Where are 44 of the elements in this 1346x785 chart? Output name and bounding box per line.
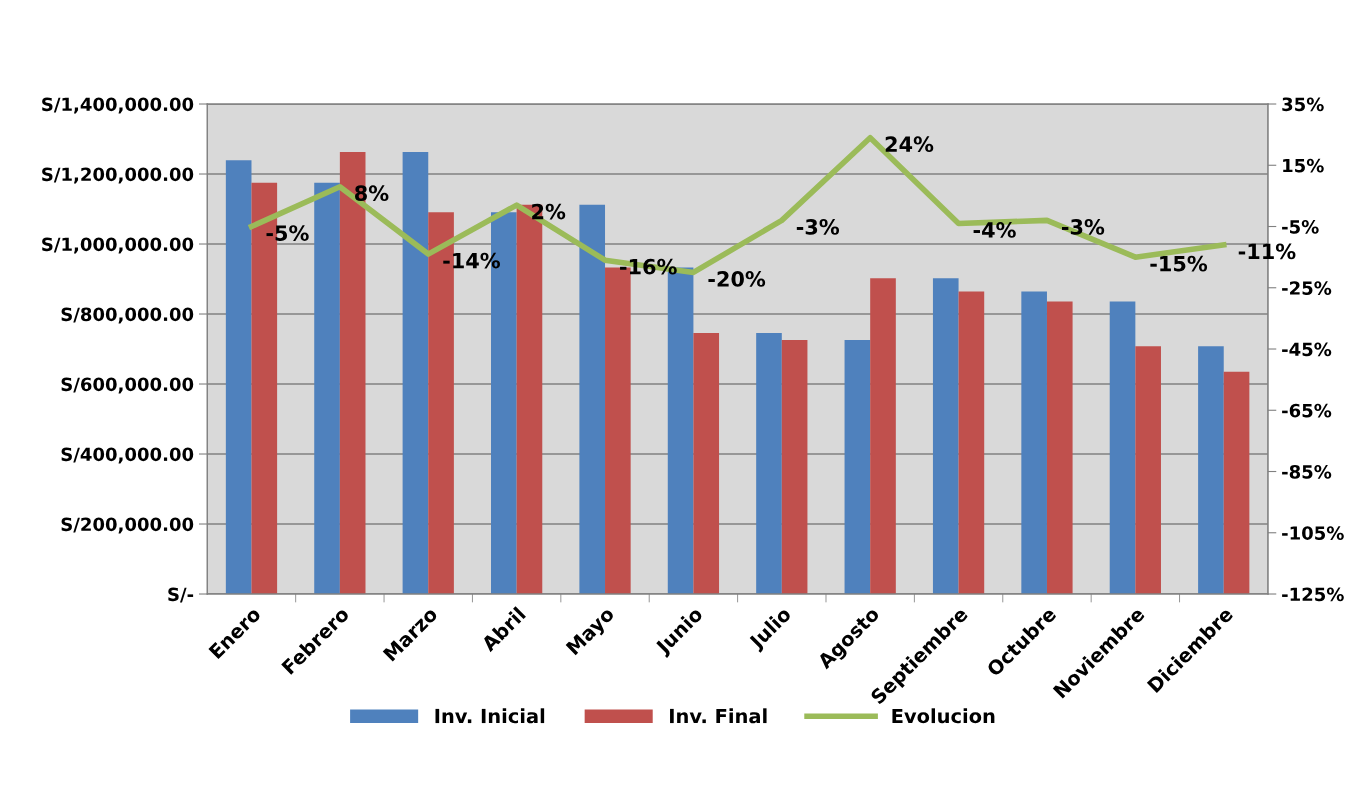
legend-label: Inv. Inicial	[435, 708, 545, 724]
y2-tick-label: -25%	[1282, 281, 1332, 295]
bar	[314, 182, 340, 595]
bar	[1223, 371, 1250, 595]
y2-tick-label: -45%	[1282, 342, 1332, 357]
legend-label: Evolucion	[892, 708, 995, 724]
data-label: -11%	[1238, 243, 1296, 260]
y-tick-label: S/400,000.00	[61, 447, 194, 464]
bar	[1109, 301, 1136, 595]
data-label: -3%	[796, 219, 840, 235]
y2-tick-label: -125%	[1282, 587, 1344, 602]
y-tick-label: S/800,000.00	[61, 307, 194, 324]
y-tick-label: S/200,000.00	[61, 517, 194, 534]
bar	[844, 339, 871, 595]
bar	[1198, 346, 1224, 595]
bar	[932, 278, 959, 595]
bar	[225, 160, 252, 595]
y2-tick-label: -65%	[1282, 403, 1332, 418]
data-label: -3%	[1061, 219, 1105, 235]
bar	[781, 339, 808, 595]
bar	[1135, 346, 1161, 595]
bar	[756, 332, 782, 595]
y2-tick-label: -5%	[1282, 219, 1319, 234]
y2-tick-label: 35%	[1282, 97, 1324, 112]
bar	[693, 332, 720, 595]
bar	[870, 278, 896, 595]
data-label: -15%	[1150, 255, 1208, 272]
y-tick-label: S/600,000.00	[61, 377, 194, 394]
y-tick-label: S/1,000,000.00	[42, 237, 194, 254]
y2-tick-label: -85%	[1282, 464, 1332, 479]
bar	[958, 291, 985, 595]
legend-label: Inv. Final	[670, 708, 767, 724]
data-label: -20%	[708, 271, 766, 287]
y2-tick-label: 15%	[1283, 158, 1324, 173]
bar	[402, 151, 429, 595]
bar	[1021, 291, 1047, 595]
y-tick-label: S/1,400,000.00	[42, 97, 194, 114]
y2-tick-label: -105%	[1282, 526, 1344, 540]
data-label: 24%	[885, 136, 934, 153]
y-tick-label: S/1,200,000.00	[42, 167, 194, 184]
y-tick-label: S/-	[168, 587, 194, 603]
bar	[579, 204, 606, 595]
data-label: -4%	[973, 222, 1016, 238]
bar	[1046, 301, 1073, 595]
